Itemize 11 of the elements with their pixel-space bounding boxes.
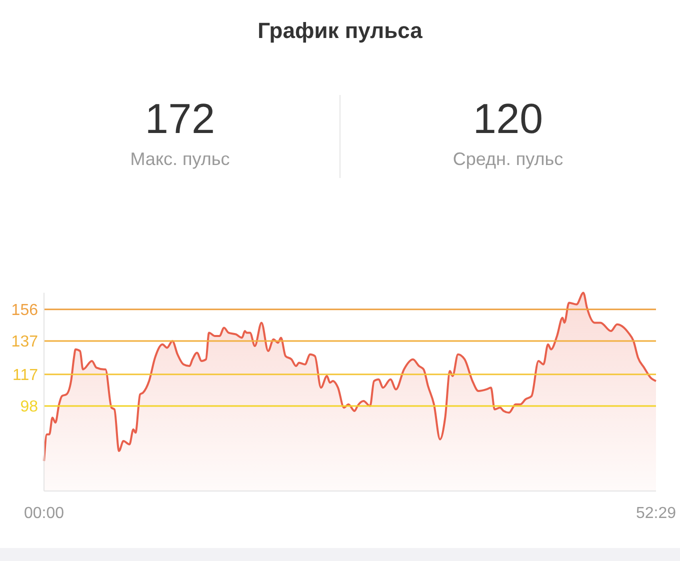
y-tick-label: 98 <box>20 398 38 416</box>
y-tick-label: 137 <box>11 334 38 351</box>
text: Средн. пульс <box>452 149 564 169</box>
x-tick-label: 00:00 <box>24 505 64 522</box>
x-tick-label: 52:29 <box>636 505 676 522</box>
chart-title: График пульса <box>258 18 424 43</box>
text: 120 <box>472 95 544 142</box>
text: 172 <box>144 95 216 142</box>
y-tick-label: 156 <box>11 302 38 319</box>
text: Макс. пульс <box>130 149 230 169</box>
y-tick-label: 117 <box>12 366 38 384</box>
